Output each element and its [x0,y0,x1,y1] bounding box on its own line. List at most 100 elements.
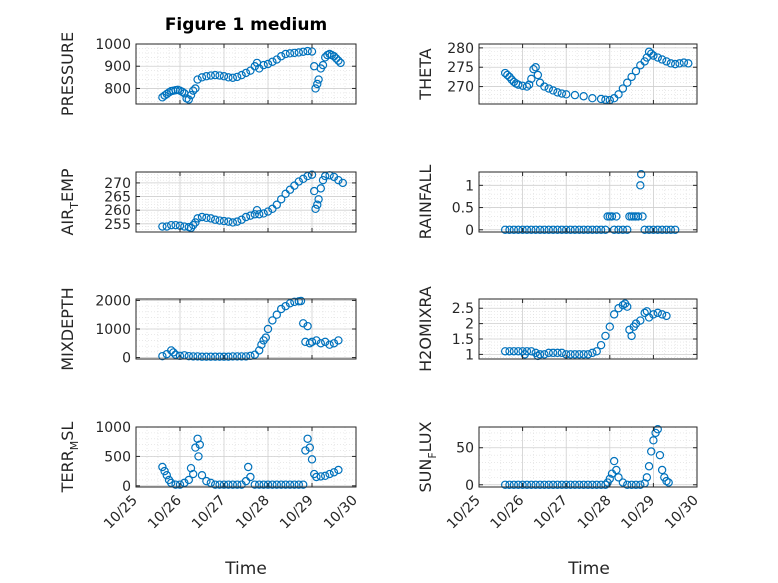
data-point [596,94,606,104]
data-point [272,200,281,209]
x-tick-label: 10/28 [575,493,615,533]
data-point [191,84,200,93]
subplot-6: 11.522.5 H2OMIXRA [416,286,698,372]
data-point [193,352,202,361]
data-point [285,49,295,58]
data-point [566,225,575,234]
data-point [219,480,229,489]
data-point [334,465,343,475]
y-tick-label: 270 [447,80,474,96]
x-tick-label: 10/27 [189,493,229,533]
x-tick-label: 10/25 [101,493,141,533]
data-point [601,480,610,489]
y-axis-label: AIRTEMP [58,168,81,235]
data-point [570,225,580,234]
data-point [263,207,273,216]
data-point [160,466,169,476]
axes-box [478,298,698,360]
data-series [500,170,680,234]
data-series [158,434,343,489]
data-point [188,220,198,230]
y-tick-label: 800 [104,81,131,97]
data-point [285,299,295,308]
data-point [299,319,308,328]
y-tick-label: 500 [104,449,131,465]
data-point [188,352,198,361]
figure-title: Figure 1 medium [165,15,327,35]
data-point [609,310,619,319]
data-point [215,352,224,361]
data-point [232,217,242,226]
data-point [175,480,185,489]
data-point [232,72,242,82]
data-point [318,60,328,70]
data-point [316,472,325,481]
data-point [303,321,312,331]
data-point [294,480,303,489]
data-point [184,95,193,104]
data-point [334,336,343,345]
data-point [210,352,220,361]
data-point [224,217,233,226]
data-point [318,175,328,185]
data-point [544,84,553,93]
y-tick-label: 2000 [95,293,131,309]
data-point [228,218,237,227]
data-point [566,480,575,489]
axes-box [478,426,698,488]
data-point [531,480,540,489]
data-point [583,480,593,489]
data-point [255,210,264,219]
y-tick-label: 1000 [95,37,131,53]
data-point [166,478,176,488]
x-axis-label-right: Time [567,559,610,579]
data-point [312,336,321,345]
data-point [237,352,246,361]
axes-box [135,171,357,233]
data-point [540,350,549,359]
data-point [544,480,553,489]
data-point [535,480,545,489]
data-point [548,225,558,234]
data-point [329,468,339,477]
data-point [671,225,680,234]
data-point [612,212,621,221]
data-point [625,212,634,221]
data-point [307,337,317,347]
data-point [647,447,656,456]
data-point [657,225,667,234]
data-point [607,212,617,221]
data-point [255,480,264,489]
data-point [562,225,571,234]
data-point [277,195,286,204]
data-point [500,347,510,356]
data-point [321,337,330,347]
data-point [636,480,645,489]
data-point [671,59,680,69]
data-point [603,212,612,221]
y-tick-label: 0 [122,351,131,367]
data-point [540,480,549,489]
x-tick-label: 10/26 [488,492,528,532]
data-point [232,480,242,489]
data-point [316,339,325,348]
data-point [250,350,259,359]
data-point [186,90,196,100]
data-point [548,348,558,358]
data-point [316,184,325,193]
data-point [666,59,676,68]
data-point [529,64,538,74]
y-tick-label: 255 [104,217,131,233]
data-point [294,48,303,57]
data-point [575,225,584,234]
data-point [313,200,322,209]
data-point [194,452,203,461]
data-point [246,472,255,482]
data-point [188,86,198,95]
y-tick-label: 275 [447,60,474,76]
y-axis-label: H2OMIXRA [416,286,435,372]
data-point [162,471,171,480]
data-point [505,347,514,356]
data-point [500,225,510,234]
